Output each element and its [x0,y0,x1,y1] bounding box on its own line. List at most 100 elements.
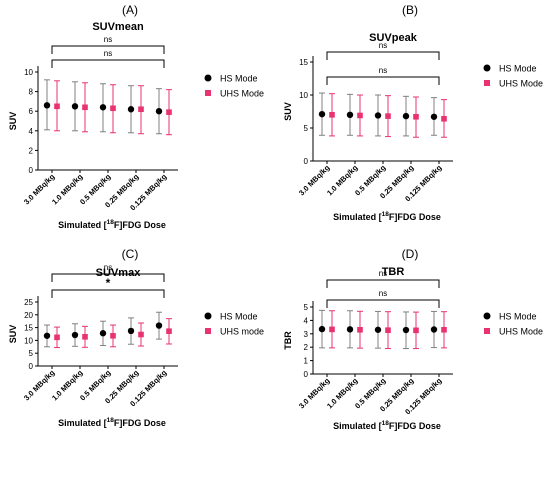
data-point-uhs [329,326,335,333]
data-point-hs [71,331,79,339]
y-tick-label: 8 [29,88,34,97]
legend-label: UHS Mode [499,79,543,89]
legend-label: UHS Mode [220,89,264,99]
panel-label: (C) [122,247,139,261]
x-axis-label: Simulated [18F]FDG Dose [58,219,166,230]
y-tick-label: 3 [304,330,309,339]
panel-label: (B) [402,3,418,17]
data-point-uhs [385,113,391,119]
significance-label: ns [104,263,112,272]
y-tick-label: 10 [24,68,33,77]
legend-label: HS Mode [220,74,258,84]
data-point-hs [155,322,163,329]
y-tick-label: 1 [304,357,309,366]
data-point-hs [99,330,107,337]
data-point-hs [402,112,410,120]
chart-title: SUVpeak [369,32,418,44]
data-point-uhs [441,115,447,122]
significance-bracket [51,45,165,54]
y-tick-label: 4 [304,316,309,325]
y-tick-label: 4 [29,127,34,136]
data-point-uhs [385,327,391,333]
significance-bracket [326,76,440,85]
y-tick-label: 10 [299,91,308,100]
x-axis-label: Simulated [18F]FDG Dose [333,420,441,431]
data-point-hs [43,102,51,109]
panel-label: (A) [122,3,138,17]
data-point-uhs [110,332,116,339]
data-point-uhs [357,112,363,119]
legend-marker-uhs [484,80,490,86]
x-axis-label-superscript: 18 [107,417,115,424]
x-axis-label: Simulated [18F]FDG Dose [58,417,166,428]
data-point-hs [43,332,51,339]
legend-label: UHS mode [220,327,264,337]
significance-label: ns [379,41,387,50]
significance-label: ns [379,66,387,75]
x-axis-label-part: Simulated [ [333,212,382,222]
x-axis-label-part: F]FDG Dose [114,418,166,428]
x-axis-label-superscript: 18 [382,211,390,218]
legend-marker-uhs [205,328,211,334]
x-axis-label-superscript: 18 [382,420,390,427]
x-axis-label-superscript: 18 [107,219,115,226]
data-point-hs [430,326,438,333]
data-point-uhs [110,105,116,112]
data-point-uhs [82,334,88,340]
x-axis-label-part: F]FDG Dose [389,421,441,431]
y-tick-label: 5 [304,124,309,133]
x-axis-label-part: F]FDG Dose [114,220,166,230]
chart-title: SUVmax [96,267,142,279]
significance-bracket [326,299,440,308]
data-point-hs [402,326,410,334]
y-axis-label: SUV [283,102,293,121]
legend-label: HS Mode [499,312,537,322]
legend-marker-hs [204,312,212,320]
legend-marker-uhs [484,328,490,334]
data-point-hs [127,327,135,335]
data-point-uhs [166,328,172,334]
data-point-hs [127,106,135,113]
data-point-uhs [82,104,88,111]
data-point-hs [318,325,326,333]
data-point-uhs [166,109,172,115]
significance-label: * [106,276,111,290]
data-point-uhs [138,106,144,113]
chart-title: TBR [382,266,405,278]
y-tick-label: 0 [29,166,34,175]
data-point-uhs [413,327,419,334]
legend-label: HS Mode [499,64,537,74]
x-axis-label-part: Simulated [ [333,421,382,431]
y-tick-label: 20 [24,311,33,320]
x-axis-label-part: Simulated [ [58,220,107,230]
data-point-hs [346,111,354,119]
data-point-uhs [413,113,419,120]
y-tick-label: 25 [24,298,33,307]
y-tick-label: 0 [29,362,34,371]
y-axis-label: SUV [8,112,18,131]
x-axis-label-part: Simulated [ [58,418,107,428]
y-tick-label: 2 [29,146,34,155]
legend-label: HS Mode [220,312,258,322]
legend-marker-uhs [205,90,211,96]
y-axis-label: SUV [8,325,18,344]
legend-marker-hs [204,74,212,82]
data-point-uhs [54,334,60,341]
data-point-hs [346,326,354,333]
y-tick-label: 15 [299,58,308,67]
x-axis-label-part: F]FDG Dose [389,212,441,222]
y-axis-label: TBR [283,331,293,350]
y-tick-label: 0 [304,370,309,379]
y-tick-label: 2 [304,343,309,352]
data-point-hs [155,108,163,115]
data-point-hs [430,113,438,120]
data-point-hs [71,103,79,110]
significance-bracket [326,51,440,60]
panel-label: (D) [402,247,419,261]
data-point-uhs [357,326,363,333]
legend-label: UHS Mode [499,327,543,337]
